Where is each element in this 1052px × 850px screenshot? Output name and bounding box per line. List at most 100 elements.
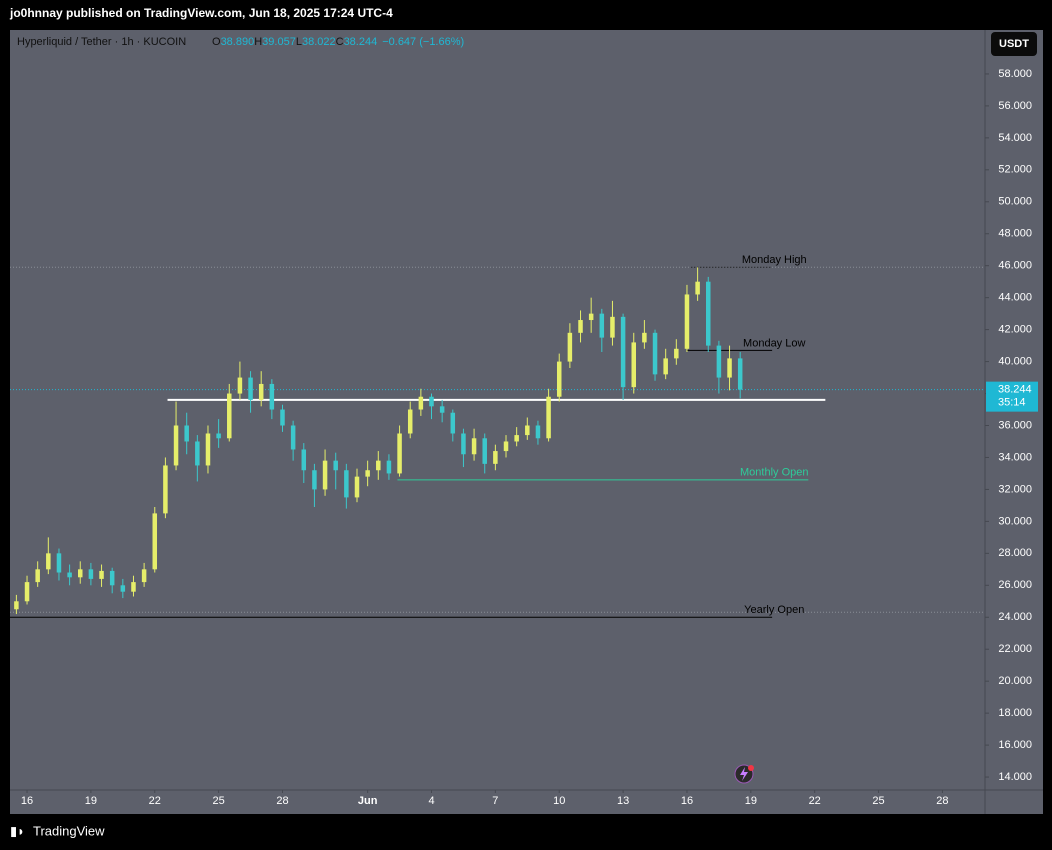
candle-body [674, 348, 679, 359]
y-tick-label: 26.000 [998, 579, 1032, 591]
y-tick-label: 16.000 [998, 739, 1032, 751]
y-tick-label: 28.000 [998, 547, 1032, 559]
y-tick-label: 48.000 [998, 228, 1032, 240]
candle-body [195, 441, 200, 466]
legend-change: −0.647 (−1.66%) [382, 36, 464, 48]
candle-body [333, 460, 338, 471]
candle-body [184, 425, 189, 442]
y-tick-label: 58.000 [998, 68, 1032, 80]
candle-body [386, 460, 392, 474]
candle-body [737, 358, 743, 390]
candle-body [471, 438, 477, 455]
candle-body [301, 449, 307, 471]
candle-body [482, 438, 487, 464]
legend-value: 39.057 [262, 36, 296, 48]
candle-body [407, 409, 413, 434]
currency: USDT [999, 38, 1029, 50]
candle-body [67, 572, 72, 578]
candle-body [599, 313, 605, 338]
x-tick-label: 19 [745, 795, 757, 807]
y-tick-label: 50.000 [998, 196, 1032, 208]
candle-body [610, 316, 615, 338]
y-tick-label: 56.000 [998, 100, 1032, 112]
x-tick-label: 13 [617, 795, 629, 807]
candle-body [14, 601, 19, 610]
y-tick-label: 54.000 [998, 132, 1032, 144]
y-tick-label: 36.000 [998, 419, 1032, 431]
candle-body [578, 320, 583, 333]
candle-body [205, 433, 211, 466]
ohlc-legend: O38.890H39.057L38.022C38.244 −0.647 (−1.6… [212, 36, 464, 48]
candle-body [663, 358, 668, 375]
x-tick-label: 16 [21, 795, 33, 807]
candle-body [78, 569, 83, 578]
candle-body [141, 569, 147, 583]
candle-body [258, 383, 264, 400]
currency-button[interactable] [991, 32, 1037, 56]
x-tick-label: 25 [872, 795, 884, 807]
countdown: 35:14 [998, 397, 1026, 409]
candle-body [322, 460, 328, 490]
y-tick-label: 14.000 [998, 771, 1032, 783]
legend-key: C [336, 36, 344, 48]
candle-body [652, 332, 658, 375]
y-tick-label: 44.000 [998, 292, 1032, 304]
candle-body [684, 294, 690, 349]
candle-body [354, 476, 360, 498]
candle-body [46, 553, 51, 570]
plot-area [10, 30, 985, 790]
legend-key: O [212, 36, 221, 48]
candle-body [56, 553, 62, 573]
legend-value: 38.890 [221, 36, 255, 48]
y-tick-label: 34.000 [998, 451, 1032, 463]
x-tick-label: 22 [149, 795, 161, 807]
publisher: jo0hnnay published on TradingView.com, J… [9, 6, 393, 20]
time-axis [10, 790, 1043, 814]
y-tick-label: 30.000 [998, 515, 1032, 527]
candle-body [514, 435, 519, 442]
y-tick-label: 20.000 [998, 675, 1032, 687]
last-price-box [986, 381, 1038, 412]
level-label: Monday Low [743, 337, 805, 349]
level-label: Monthly Open [740, 467, 808, 479]
candle-body [99, 570, 104, 579]
brand-logo: ▮◗ [10, 823, 25, 838]
legend-key: H [254, 36, 262, 48]
candle-body [24, 582, 30, 602]
candle-body [227, 393, 232, 439]
candle-body [173, 425, 179, 466]
candle-body [120, 585, 126, 592]
candle-body [418, 396, 424, 410]
brand: TradingView [33, 823, 105, 838]
candle-body [631, 342, 636, 388]
x-tick-label: 28 [276, 795, 288, 807]
plot: Monday High Monday Low Monthly Open Yearly … [10, 254, 985, 618]
y-tick-label: 32.000 [998, 483, 1032, 495]
candle-body [152, 513, 158, 570]
legend-value: 38.022 [302, 36, 336, 48]
candle-body [365, 470, 370, 477]
candle-body [344, 470, 349, 498]
candle-body [716, 345, 722, 378]
candle-body [397, 433, 402, 474]
bolt [740, 767, 748, 781]
candle-body [131, 582, 136, 592]
candle-body [642, 332, 647, 343]
candle-body [376, 460, 381, 471]
candle-body [216, 433, 221, 439]
last-price-label: 38.244 [998, 384, 1032, 396]
candle-body [727, 358, 732, 378]
x-tick-label: 22 [809, 795, 821, 807]
y-tick-label: 18.000 [998, 707, 1032, 719]
candle-body [429, 396, 434, 407]
x-tick-label: 7 [492, 795, 498, 807]
candle-body [269, 383, 275, 410]
candle-body [290, 425, 296, 450]
candle-body [88, 569, 94, 579]
x-tick-label: 28 [936, 795, 948, 807]
y-tick-label: 22.000 [998, 643, 1032, 655]
legend-key: L [296, 36, 302, 48]
level-label: Monday High [742, 254, 807, 266]
symbol-title: Hyperliquid / Tether · 1h · KUCOIN [17, 36, 186, 48]
